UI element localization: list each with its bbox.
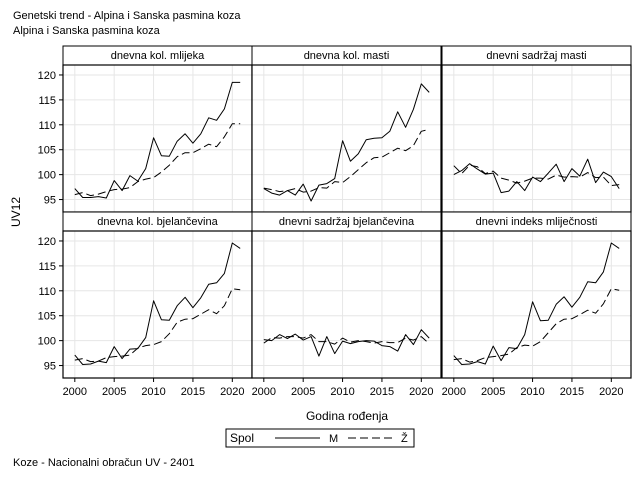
footer-note: Koze - Nacionalni obračun UV - 2401 <box>13 457 195 469</box>
x-tick-label: 2005 <box>291 386 315 398</box>
x-tick-label: 2020 <box>409 386 433 398</box>
y-tick-label: 95 <box>44 361 56 373</box>
y-tick-label: 115 <box>38 95 56 107</box>
y-tick-label: 105 <box>38 145 56 157</box>
y-tick-label: 110 <box>38 120 56 132</box>
series-line-m <box>74 81 241 199</box>
panel-title: dnevna kol. mlijeka <box>111 50 205 62</box>
series-line-z <box>453 164 620 187</box>
panel-background <box>442 231 631 378</box>
series-line-m <box>453 158 620 194</box>
panel-title: dnevna kol. masti <box>304 50 390 62</box>
panel-border <box>441 230 632 379</box>
x-tick-label: 2005 <box>102 386 126 398</box>
panel-background <box>63 65 252 212</box>
x-tick-label: 2000 <box>252 386 276 398</box>
y-tick-label: 100 <box>38 336 56 348</box>
x-tick-label: 2020 <box>599 386 623 398</box>
chart-subtitle: Alpina i Sanska pasmina koza <box>13 25 160 37</box>
panel-background <box>63 231 252 378</box>
x-tick-label: 2020 <box>220 386 244 398</box>
panel-title: dnevni sadržaj bjelančevina <box>279 216 415 228</box>
chart-title: Genetski trend - Alpina i Sanska pasmina… <box>13 10 241 22</box>
y-tick-label: 115 <box>38 261 56 273</box>
x-tick-label: 2015 <box>181 386 205 398</box>
y-tick-label: 120 <box>38 70 56 82</box>
series-line-m <box>453 242 620 365</box>
series-line-z <box>74 123 241 197</box>
panel-title: dnevni sadržaj masti <box>486 50 586 62</box>
x-tick-label: 2005 <box>481 386 505 398</box>
series-line-z <box>263 334 430 345</box>
x-tick-label: 2015 <box>560 386 584 398</box>
x-axis-label: Godina rođenja <box>306 409 388 423</box>
panel-border <box>251 230 442 379</box>
series-line-z <box>263 128 430 193</box>
series-line-z <box>74 288 241 363</box>
x-tick-label: 2015 <box>370 386 394 398</box>
series-line-z <box>453 288 620 363</box>
legend-label-z: Ž <box>401 432 408 445</box>
y-tick-label: 110 <box>38 286 56 298</box>
x-tick-label: 2010 <box>330 386 354 398</box>
panel-background <box>252 231 441 378</box>
series-line-m <box>74 242 241 365</box>
y-tick-label: 105 <box>38 311 56 323</box>
panel-background <box>442 65 631 212</box>
series-line-m <box>263 83 430 202</box>
legend-label-m: M <box>329 433 338 445</box>
x-tick-label: 2000 <box>442 386 466 398</box>
panel-title: dnevna kol. bjelančevina <box>97 216 218 228</box>
panel-background <box>252 65 441 212</box>
y-axis-label: UV12 <box>9 197 23 227</box>
x-tick-label: 2000 <box>63 386 87 398</box>
y-tick-label: 100 <box>38 170 56 182</box>
x-tick-label: 2010 <box>141 386 165 398</box>
panel-title: dnevni indeks mliječnosti <box>476 216 598 228</box>
legend-title: Spol <box>230 431 254 445</box>
y-tick-label: 120 <box>38 236 56 248</box>
x-tick-label: 2010 <box>520 386 544 398</box>
y-tick-label: 95 <box>44 195 56 207</box>
